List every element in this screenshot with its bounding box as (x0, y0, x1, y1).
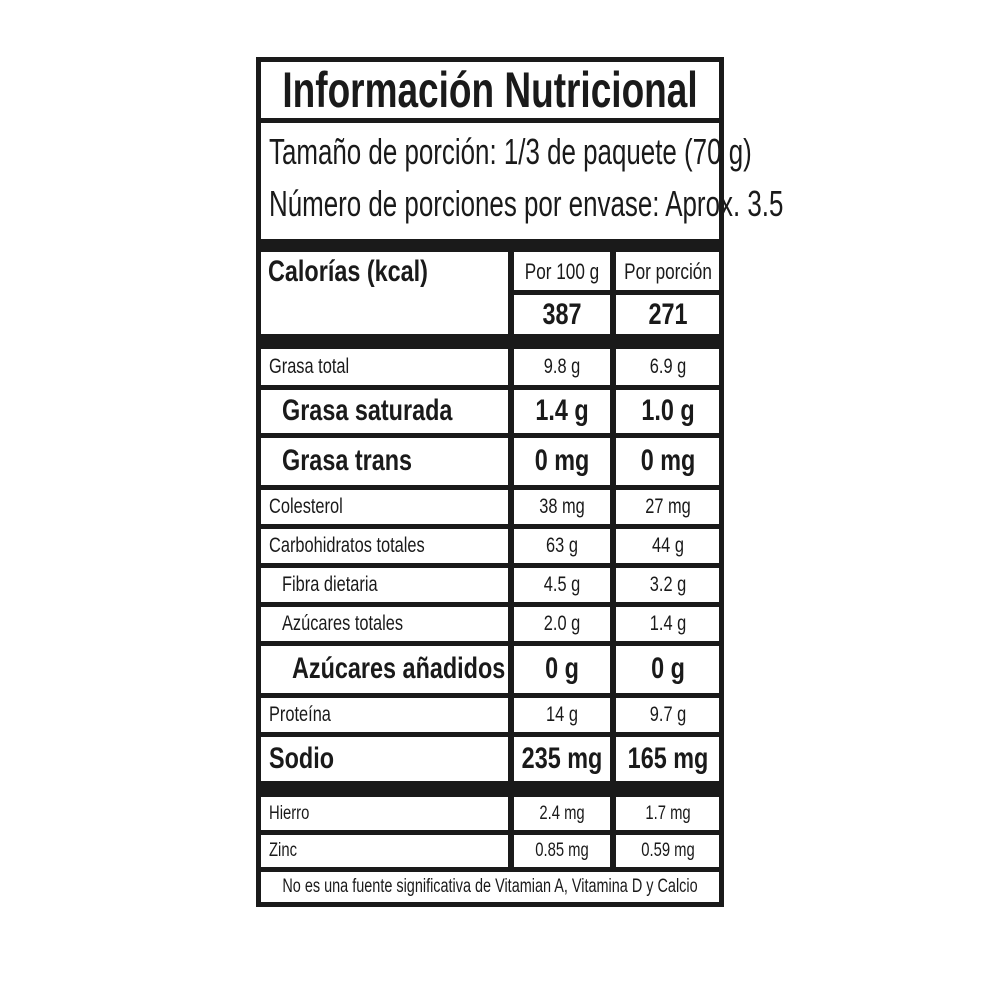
nutrient-row-grasa-saturada: Grasa saturada (261, 390, 508, 433)
nutrient-per-100g-cell: 63 g (514, 529, 610, 563)
nutrient-per-100g-cell: 235 mg (514, 737, 610, 781)
mineral-per-serving-cell: 0.59 mg (616, 835, 719, 867)
nutrient-per-100g: 38 mg (539, 495, 585, 518)
nutrient-per-100g: 1.4 g (535, 394, 589, 427)
col-header-per-100g: Por 100 g (514, 252, 610, 290)
mineral-row-zinc: Zinc (261, 835, 508, 867)
footnote: No es una fuente significativa de Vitami… (282, 876, 698, 897)
nutrient-per-serving-cell: 0 g (616, 646, 719, 693)
nutrient-per-100g-cell: 0 mg (514, 438, 610, 485)
mineral-per-serving: 1.7 mg (644, 803, 691, 824)
nutrient-per-100g-cell: 4.5 g (514, 568, 610, 602)
nutrient-per-serving: 6.9 g (649, 355, 686, 378)
nutrition-facts-label: Información Nutricional Tamaño de porción… (256, 57, 783, 907)
nutrient-per-100g: 235 mg (521, 742, 603, 775)
mineral-name: Zinc (269, 840, 298, 861)
nutrient-per-serving: 27 mg (644, 495, 691, 518)
nutrient-per-serving-cell: 44 g (616, 529, 719, 563)
mineral-per-100g: 2.4 mg (539, 803, 585, 824)
nutrient-name: Grasa saturada (282, 394, 453, 427)
calories-per-100g: 387 (514, 295, 610, 334)
nutrient-per-100g: 0 g (545, 652, 579, 685)
nutrient-name: Grasa trans (282, 444, 413, 477)
nutrient-row-sodio: Sodio (261, 737, 508, 781)
nutrient-per-100g: 2.0 g (543, 612, 581, 635)
servings-per-container: Número de porciones por envase: Aprox. 3… (269, 183, 784, 224)
nutrient-name: Sodio (269, 742, 334, 775)
nutrient-row-colesterol: Colesterol (261, 490, 508, 524)
col-header-per-serving-text: Por porción (623, 259, 712, 284)
nutrient-per-100g: 0 mg (534, 444, 590, 477)
mineral-per-100g: 0.85 mg (535, 840, 589, 861)
nutrient-name: Grasa total (269, 355, 350, 378)
nutrient-name: Carbohidratos totales (269, 534, 425, 557)
nutrient-per-serving-cell: 1.0 g (616, 390, 719, 433)
nutrient-row-grasa-total: Grasa total (261, 349, 508, 385)
nutrient-row-fibra-dietaria: Fibra dietaria (261, 568, 508, 602)
nutrient-per-serving: 0 g (650, 652, 685, 685)
mineral-per-serving-cell: 1.7 mg (616, 797, 719, 830)
nutrient-per-100g-cell: 2.0 g (514, 607, 610, 641)
nutrient-name: Azúcares añadidos (292, 652, 506, 685)
title: Información Nutricional (282, 62, 698, 118)
nutrient-per-100g: 4.5 g (543, 573, 581, 596)
nutrient-per-100g-cell: 38 mg (514, 490, 610, 524)
nutrient-per-100g-cell: 9.8 g (514, 349, 610, 385)
nutrient-row-carbohidratos-totales: Carbohidratos totales (261, 529, 508, 563)
nutrient-per-serving: 1.4 g (649, 612, 686, 635)
col-header-per-100g-text: Por 100 g (524, 259, 600, 284)
nutrient-per-serving: 0 mg (640, 444, 695, 477)
nutrient-per-serving: 3.2 g (649, 573, 686, 596)
nutrient-per-serving-cell: 27 mg (616, 490, 719, 524)
nutrient-per-100g-cell: 0 g (514, 646, 610, 693)
calories-label: Calorías (kcal) (268, 255, 428, 288)
nutrient-per-serving-cell: 6.9 g (616, 349, 719, 385)
nutrient-per-100g-cell: 1.4 g (514, 390, 610, 433)
nutrient-name: Fibra dietaria (282, 573, 378, 596)
nutrient-row-azucares-anadidos: Azúcares añadidos (261, 646, 508, 693)
col-header-per-serving: Por porción (616, 252, 719, 290)
nutrient-name: Azúcares totales (282, 612, 404, 635)
nutrient-name: Proteína (269, 703, 331, 726)
nutrient-per-serving-cell: 9.7 g (616, 698, 719, 732)
calories-label-cell: Calorías (kcal) (261, 252, 508, 334)
nutrient-per-serving-cell: 3.2 g (616, 568, 719, 602)
nutrient-row-azucares-totales: Azúcares totales (261, 607, 508, 641)
nutrient-row-proteina: Proteína (261, 698, 508, 732)
calories-per-100g-value: 387 (542, 298, 582, 331)
mineral-per-100g-cell: 0.85 mg (514, 835, 610, 867)
nutrient-per-serving: 165 mg (627, 742, 708, 775)
footnote-row: No es una fuente significativa de Vitami… (261, 872, 719, 902)
nutrient-per-serving: 9.7 g (649, 703, 686, 726)
mineral-per-100g-cell: 2.4 mg (514, 797, 610, 830)
nutrient-per-100g: 14 g (546, 703, 578, 726)
serving-size: Tamaño de porción: 1/3 de paquete (70 g) (269, 131, 752, 172)
calories-per-serving-value: 271 (647, 298, 688, 331)
mineral-per-serving: 0.59 mg (640, 840, 695, 861)
nutrient-per-100g: 63 g (546, 534, 578, 557)
nutrient-per-100g-cell: 14 g (514, 698, 610, 732)
mineral-row-hierro: Hierro (261, 797, 508, 830)
nutrient-per-serving: 1.0 g (640, 394, 695, 427)
nutrient-row-grasa-trans: Grasa trans (261, 438, 508, 485)
nutrient-name: Colesterol (269, 495, 343, 518)
serving-info: Tamaño de porción: 1/3 de paquete (70 g)… (261, 123, 783, 239)
calories-per-serving: 271 (616, 295, 719, 334)
nutrient-per-serving: 44 g (651, 534, 684, 557)
nutrient-per-serving-cell: 165 mg (616, 737, 719, 781)
nutrient-per-100g: 9.8 g (543, 355, 581, 378)
title-row: Información Nutricional (261, 62, 719, 118)
nutrient-per-serving-cell: 1.4 g (616, 607, 719, 641)
nutrient-per-serving-cell: 0 mg (616, 438, 719, 485)
mineral-name: Hierro (269, 803, 310, 824)
